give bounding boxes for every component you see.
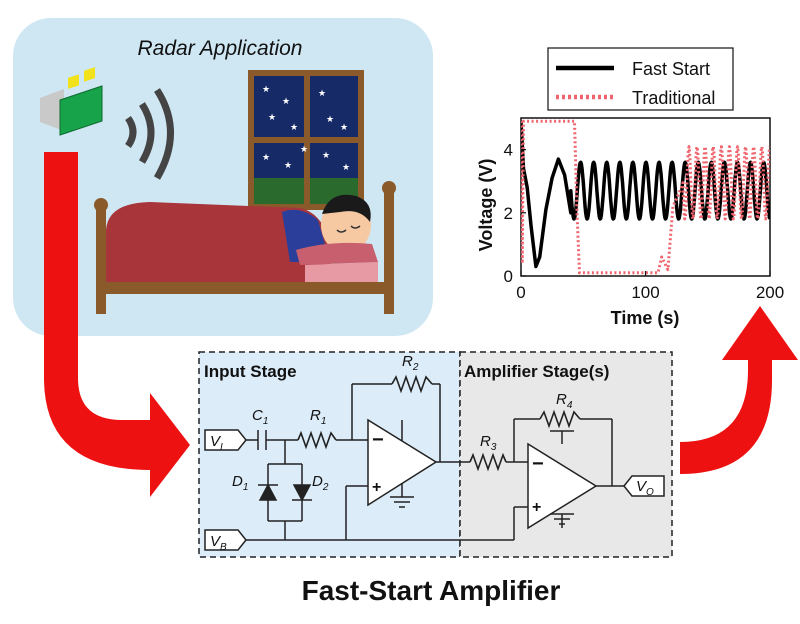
ground-symbols	[390, 430, 574, 525]
resistor-r3	[469, 452, 507, 472]
signal-flow-arrow-right	[680, 306, 798, 474]
voltage-time-chart: Fast Start Traditional 0 100 200 0 2 4 Time (…	[476, 47, 785, 328]
night-window-icon: ★ ★ ★ ★ ★ ★ ★ ★ ★ ★ ★ ★	[248, 70, 364, 210]
series-layer	[521, 119, 770, 275]
resistor-r1	[297, 430, 337, 450]
svg-text:★: ★	[342, 163, 350, 173]
svg-text:★: ★	[290, 123, 298, 133]
y-axis-label: Voltage (V)	[476, 159, 496, 252]
fast-start-circuit: Input Stage Amplifier Stage(s)	[198, 351, 673, 558]
port-symbols	[204, 429, 665, 551]
svg-text:★: ★	[318, 89, 326, 99]
amplifier-stage-box	[459, 351, 673, 558]
svg-text:★: ★	[340, 123, 348, 133]
legend-label-fast-start: Fast Start	[632, 59, 710, 79]
amplifier-stage-label: Amplifier Stage(s)	[464, 362, 609, 381]
resistor-r2	[391, 374, 433, 394]
label-vb: VB	[210, 533, 227, 553]
radar-application-panel: Radar Application ★ ★ ★ ★ ★ ★ ★ ★ ★ ★ ★ ★	[13, 18, 433, 336]
x-tick-label: 0	[516, 283, 525, 302]
x-tick-label: 200	[756, 283, 784, 302]
chart-legend: Fast Start Traditional	[547, 47, 734, 111]
figure-caption: Fast-Start Amplifier	[302, 575, 561, 606]
y-tick-label: 0	[504, 267, 513, 286]
svg-text:★: ★	[300, 145, 308, 155]
opamp1-noninverting-sign: +	[372, 479, 381, 496]
port-vo	[623, 475, 665, 497]
diode-d1	[258, 483, 278, 501]
opamp2-inverting-sign: −	[532, 453, 544, 475]
label-d1: D1	[232, 473, 248, 493]
tick-layer: 0 100 200 0 2 4	[504, 141, 785, 302]
label-r4: R4	[556, 391, 573, 411]
legend-label-traditional: Traditional	[632, 88, 715, 108]
svg-text:★: ★	[268, 113, 276, 123]
radar-panel-title: Radar Application	[138, 37, 303, 60]
signal-flow-arrow-left	[44, 152, 190, 497]
port-vi	[204, 429, 247, 451]
label-d2: D2	[312, 473, 329, 493]
x-tick-label: 100	[631, 283, 659, 302]
sleeping-person-icon	[282, 194, 378, 265]
y-tick-label: 2	[504, 204, 513, 223]
series-line-traditional	[521, 119, 770, 275]
svg-text:★: ★	[282, 97, 290, 107]
opamp2-noninverting-sign: +	[532, 499, 541, 516]
radar-sensor-icon	[40, 67, 103, 136]
resistor-r4	[539, 409, 581, 429]
svg-text:★: ★	[326, 115, 334, 125]
diode-symbols	[258, 483, 312, 502]
x-axis-label: Time (s)	[611, 308, 680, 328]
wireless-signal-icon	[125, 88, 174, 180]
input-stage-label: Input Stage	[204, 362, 297, 381]
port-vb	[204, 529, 247, 551]
series-line-fast-start	[521, 121, 770, 269]
label-r3: R3	[480, 433, 497, 453]
resistor-symbols	[297, 374, 581, 472]
bed-icon	[94, 181, 396, 314]
label-r2: R2	[402, 353, 419, 373]
svg-text:★: ★	[322, 151, 330, 161]
diode-d2	[292, 484, 312, 502]
opamp1-inverting-sign: −	[372, 429, 384, 451]
label-vi: VI	[210, 433, 223, 453]
label-r1: R1	[310, 407, 326, 427]
y-tick-label: 4	[504, 141, 513, 160]
svg-text:★: ★	[262, 153, 270, 163]
svg-text:★: ★	[284, 161, 292, 171]
svg-text:★: ★	[262, 85, 270, 95]
label-c1: C1	[252, 407, 268, 427]
label-vo: VO	[636, 478, 654, 498]
